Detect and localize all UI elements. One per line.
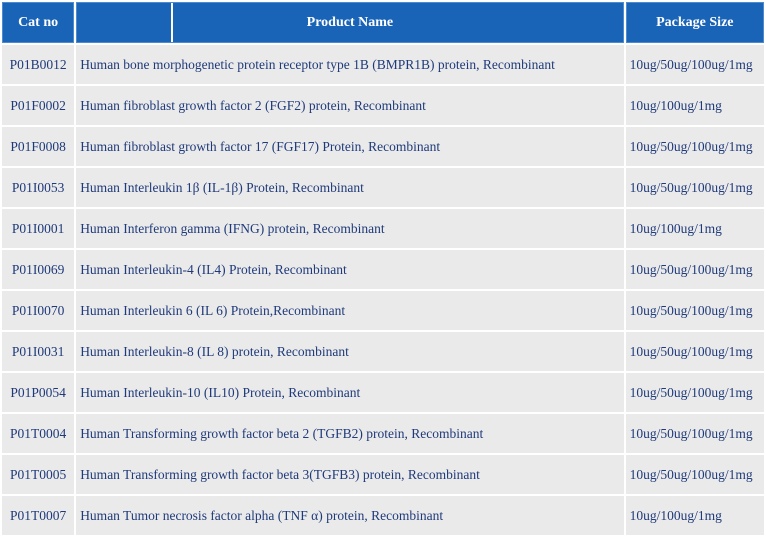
product-name-cell: Human bone morphogenetic protein recepto… [76,45,624,84]
table-row: P01T0007 Human Tumor necrosis factor alp… [2,496,764,535]
table-row: P01I0031 Human Interleukin-8 (IL 8) prot… [2,332,764,371]
package-size-cell: 10ug/50ug/100ug/1mg [625,291,764,330]
cat-no-cell: P01P0054 [2,373,75,412]
cat-no-cell: P01I0069 [2,250,75,289]
product-name-cell: Human Interferon gamma (IFNG) protein, R… [76,209,624,248]
package-size-cell: 10ug/50ug/100ug/1mg [625,168,764,207]
package-size-cell: 10ug/50ug/100ug/1mg [625,45,764,84]
product-name-cell: Human Transforming growth factor beta 3(… [76,455,624,494]
product-name-cell: Human Interleukin 6 (IL 6) Protein,Recom… [76,291,624,330]
header-product-name: Product Name [76,2,624,43]
table-row: P01T0005 Human Transforming growth facto… [2,455,764,494]
product-name-cell: Human Tumor necrosis factor alpha (TNF α… [76,496,624,535]
package-size-cell: 10ug/50ug/100ug/1mg [625,127,764,166]
cat-no-cell: P01T0007 [2,496,75,535]
package-size-cell: 10ug/100ug/1mg [625,496,764,535]
header-row: Cat no Product Name Package Size [2,2,764,43]
cat-no-cell: P01B0012 [2,45,75,84]
package-size-cell: 10ug/50ug/100ug/1mg [625,373,764,412]
cat-no-cell: P01T0005 [2,455,75,494]
product-name-cell: Human Interleukin-10 (IL10) Protein, Rec… [76,373,624,412]
cat-no-cell: P01I0031 [2,332,75,371]
header-product-name-label: Product Name [306,14,394,30]
package-size-cell: 10ug/100ug/1mg [625,209,764,248]
package-size-cell: 10ug/100ug/1mg [625,86,764,125]
cat-no-cell: P01F0002 [2,86,75,125]
table-row: P01B0012 Human bone morphogenetic protei… [2,45,764,84]
table-row: P01I0053 Human Interleukin 1β (IL-1β) Pr… [2,168,764,207]
product-name-cell: Human Interleukin 1β (IL-1β) Protein, Re… [76,168,624,207]
package-size-cell: 10ug/50ug/100ug/1mg [625,250,764,289]
package-size-cell: 10ug/50ug/100ug/1mg [625,332,764,371]
table-row: P01F0008 Human fibroblast growth factor … [2,127,764,166]
header-cat-no: Cat no [2,2,75,43]
package-size-cell: 10ug/50ug/100ug/1mg [625,455,764,494]
product-name-cell: Human fibroblast growth factor 2 (FGF2) … [76,86,624,125]
table-row: P01P0054 Human Interleukin-10 (IL10) Pro… [2,373,764,412]
cat-no-cell: P01I0070 [2,291,75,330]
cat-no-cell: P01F0008 [2,127,75,166]
cat-no-cell: P01T0004 [2,414,75,453]
product-name-cell: Human fibroblast growth factor 17 (FGF17… [76,127,624,166]
product-name-cell: Human Transforming growth factor beta 2 … [76,414,624,453]
table-row: P01I0070 Human Interleukin 6 (IL 6) Prot… [2,291,764,330]
table-row: P01I0069 Human Interleukin-4 (IL4) Prote… [2,250,764,289]
product-name-cell: Human Interleukin-8 (IL 8) protein, Reco… [76,332,624,371]
table-row: P01F0002 Human fibroblast growth factor … [2,86,764,125]
package-size-cell: 10ug/50ug/100ug/1mg [625,414,764,453]
header-divider [171,3,174,42]
table-row: P01T0004 Human Transforming growth facto… [2,414,764,453]
cat-no-cell: P01I0001 [2,209,75,248]
cat-no-cell: P01I0053 [2,168,75,207]
table-row: P01I0001 Human Interferon gamma (IFNG) p… [2,209,764,248]
header-package-size: Package Size [625,2,764,43]
product-name-cell: Human Interleukin-4 (IL4) Protein, Recom… [76,250,624,289]
